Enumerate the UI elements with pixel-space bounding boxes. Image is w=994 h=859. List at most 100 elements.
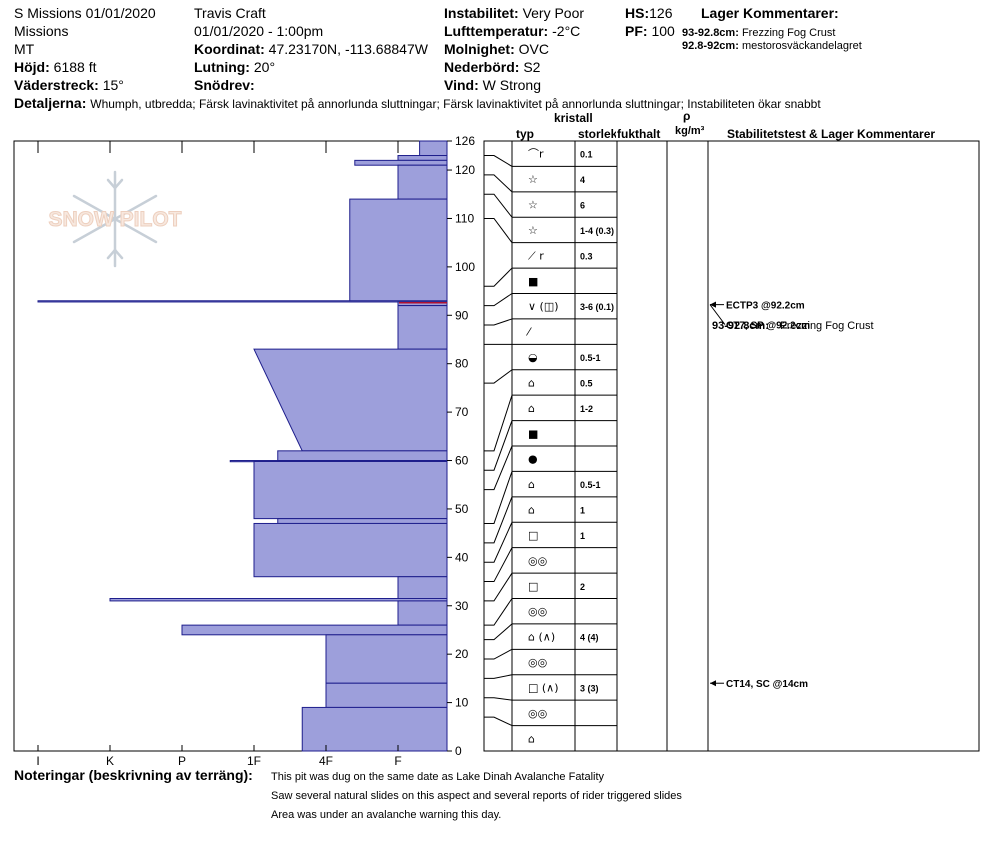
grain-size-value: 2	[580, 582, 585, 592]
grain-size-value: 0.3	[580, 251, 593, 261]
depth-axis: 0 10 20 30 40 50 60 70 80 90 100 110 120 126	[447, 134, 475, 758]
hardness-bar	[397, 600, 448, 626]
grain-size-value: 3 (3)	[580, 683, 599, 693]
layer-connector	[484, 174, 513, 193]
details-label: Detaljerna:	[14, 95, 87, 111]
grain-size-value: 1	[580, 506, 585, 516]
hardness-tick-label: P	[178, 754, 186, 768]
air-temp-value: -2°C	[552, 23, 581, 39]
grain-type-symbol: ◎◎	[528, 707, 547, 720]
grain-type-symbol: ◎◎	[528, 605, 547, 618]
grain-type-symbol: ⌂	[528, 376, 535, 389]
hardness-bar	[253, 522, 448, 578]
grain-type-symbol: □	[528, 580, 538, 593]
layer-connector	[484, 369, 513, 384]
crystal-header: kristall	[554, 111, 593, 125]
layer-connector	[484, 318, 513, 326]
slope-value: 20°	[253, 59, 276, 75]
layer-connector	[484, 395, 513, 452]
elevation: Höjd: 6188 ft	[14, 59, 96, 75]
depth-tick-label: 10	[455, 696, 469, 710]
moisture-header: fukthalt	[617, 127, 661, 141]
depth-tick-label: 80	[455, 357, 469, 371]
layer-comment-1-text: Frezzing Fog Crust	[741, 27, 836, 39]
wind-loading: Snödrev:	[194, 77, 255, 93]
grain-size-value: 3-6 (0.1)	[580, 302, 614, 312]
grain-type-symbol: ●	[528, 453, 538, 466]
layer-connector	[484, 471, 513, 524]
stability-arrow-head	[710, 301, 716, 308]
hardness-bar	[325, 682, 448, 708]
grain-type-symbol: ⟋ r	[528, 249, 544, 262]
snowflake-icon	[72, 170, 158, 268]
layer-table: ⌒r 0.1 ☆ 4 ☆ 6 ☆ 1-4 (0.3) ⟋ r 0.3 ■ ∨ (◫) 3-6 (0.1)…	[483, 140, 980, 752]
pit-title: S Missions 01/01/2020	[14, 5, 156, 21]
stability-tests: ECTP3 @92.2cm CT7, SP @92.2cm CT14, SC @14…	[709, 301, 874, 690]
stability-arrow	[709, 304, 726, 325]
air-temp: Lufttemperatur: -2°C	[444, 23, 580, 39]
coord-label: Koordinat:	[194, 41, 265, 57]
hardness-bar	[397, 164, 448, 200]
snow-height: HS:126	[625, 5, 672, 21]
depth-tick-label: 70	[455, 405, 469, 419]
wind: Vind: W Strong	[444, 77, 541, 93]
aspect-label: Väderstreck:	[14, 77, 99, 93]
hardness-bars	[37, 140, 448, 752]
depth-tick-label: 110	[455, 211, 474, 225]
stability-arrow-head	[710, 680, 716, 687]
grain-size-value: 0.5-1	[580, 353, 601, 363]
depth-tick-label: 120	[455, 163, 475, 177]
layer-connector	[484, 267, 513, 287]
coord-value: 47.23170N, -113.68847W	[268, 41, 428, 57]
grain-type-symbol: ∨ (◫)	[528, 300, 559, 313]
grain-size-value: 0.5-1	[580, 480, 601, 490]
state-name: MT	[14, 41, 35, 57]
density-header: kg/m³	[675, 125, 705, 137]
grain-type-symbol: ⌒r	[528, 148, 544, 161]
depth-tick-label: 126	[455, 134, 475, 148]
notes-line-2: Saw several natural slides on this aspec…	[271, 790, 682, 802]
hardness-bar	[277, 518, 448, 524]
layer-comment-text: Frezzing Fog Crust	[780, 320, 874, 332]
watermark-text: SNOW PILOT	[49, 208, 182, 231]
hardness-bar	[37, 300, 448, 303]
aspect-value: 15°	[102, 77, 124, 93]
hardness-tick-label: I	[36, 754, 39, 768]
penetration: PF: 100	[625, 23, 675, 39]
hardness-bar	[253, 348, 448, 452]
depth-tick-label: 50	[455, 502, 469, 516]
layer-connector	[484, 496, 513, 544]
observation-datetime: 01/01/2020 - 1:00pm	[194, 23, 324, 39]
hardness-bar	[109, 598, 448, 602]
hardness-bar	[349, 198, 448, 303]
air-temp-label: Lufttemperatur:	[444, 23, 549, 39]
precip-value: S2	[523, 59, 541, 75]
layer-comment-2-range: 92.8-92cm:	[682, 40, 739, 52]
precipitation: Nederbörd: S2	[444, 59, 540, 75]
layer-connector	[484, 155, 513, 167]
sky-value: OVC	[518, 41, 549, 57]
grain-type-symbol: ⌂	[528, 732, 535, 745]
stability-label: Instabilitet:	[444, 5, 519, 21]
layer-connector	[484, 522, 513, 563]
pf-label: PF:	[625, 23, 648, 39]
grain-size-value: 1-4 (0.3)	[580, 226, 614, 236]
slope: Lutning: 20°	[194, 59, 275, 75]
layer-connector	[484, 697, 513, 701]
layer-connector	[484, 293, 513, 307]
stability-test-label: CT14, SC @14cm	[726, 679, 808, 690]
wind-label: Vind:	[444, 77, 479, 93]
stability-value: Very Poor	[522, 5, 585, 21]
grain-size-value: 4	[580, 175, 585, 185]
wind-value: W Strong	[482, 77, 541, 93]
observer-name: Travis Craft	[194, 5, 266, 21]
grain-size-value: 4 (4)	[580, 633, 599, 643]
size-header: storlek	[578, 127, 616, 141]
grain-type-symbol: ☆	[528, 199, 538, 212]
grain-type-symbol: ⁄	[525, 326, 532, 339]
details-value: Whumph, utbredda; Färsk lavinaktivitet p…	[90, 97, 821, 111]
grain-size-value: 1-2	[580, 404, 593, 414]
snowpilot-logo: SNOW PILOT	[48, 170, 182, 268]
depth-tick-label: 100	[455, 260, 475, 274]
